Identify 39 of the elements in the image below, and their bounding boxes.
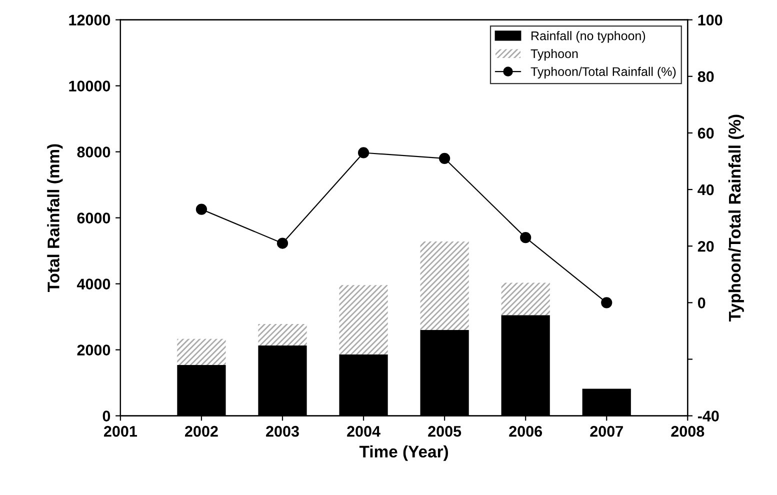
x-tick-label: 2004 bbox=[347, 426, 380, 437]
x-axis-title: Time (Year) bbox=[359, 445, 448, 461]
y-tick-label: 10000 bbox=[69, 80, 110, 92]
y-tick-label: 0 bbox=[102, 410, 110, 422]
bar bbox=[258, 324, 307, 346]
x-tick-label: 2005 bbox=[428, 426, 462, 437]
x-tick-label: 2002 bbox=[185, 426, 218, 437]
point bbox=[196, 204, 208, 215]
y2-tick-label: -40 bbox=[698, 410, 719, 422]
y2-tick-label: 100 bbox=[698, 14, 722, 26]
y-tick-label: 8000 bbox=[77, 146, 110, 158]
y2-tick-label: 40 bbox=[698, 184, 714, 196]
point bbox=[276, 238, 288, 249]
y-tick-label: 2000 bbox=[77, 344, 110, 356]
legend-label: Rainfall (no typhoon) bbox=[532, 31, 646, 43]
x-tick-label: 2007 bbox=[590, 426, 623, 437]
y-axis-title: Total Rainfall (mm) bbox=[47, 144, 63, 292]
x-tick-label: 2001 bbox=[104, 426, 138, 437]
y-tick-label: 12000 bbox=[69, 14, 110, 26]
y2-tick-label: 0 bbox=[698, 298, 706, 308]
y2-axis-title: Typhoon/Total Rainfall (%) bbox=[728, 114, 744, 322]
point bbox=[439, 152, 450, 164]
point bbox=[601, 297, 612, 308]
x-tick-label: 2003 bbox=[266, 426, 299, 437]
point bbox=[520, 232, 532, 244]
x-tick-label: 2008 bbox=[671, 426, 704, 437]
bar bbox=[420, 242, 469, 330]
legend-label: Typhoon/Total Rainfall (%) bbox=[530, 66, 676, 79]
x-tick-label: 2006 bbox=[509, 426, 542, 437]
bar bbox=[339, 285, 388, 354]
bar bbox=[501, 282, 550, 316]
bar bbox=[177, 338, 226, 365]
y-tick-label: 4000 bbox=[76, 278, 110, 290]
legend-label: Typhoon bbox=[530, 48, 578, 61]
y2-tick-label: 60 bbox=[698, 128, 714, 139]
y2-tick-label: 80 bbox=[698, 71, 714, 82]
y-tick-label: 6000 bbox=[77, 212, 110, 224]
point bbox=[358, 147, 370, 158]
y2-tick-label: 20 bbox=[698, 240, 714, 252]
